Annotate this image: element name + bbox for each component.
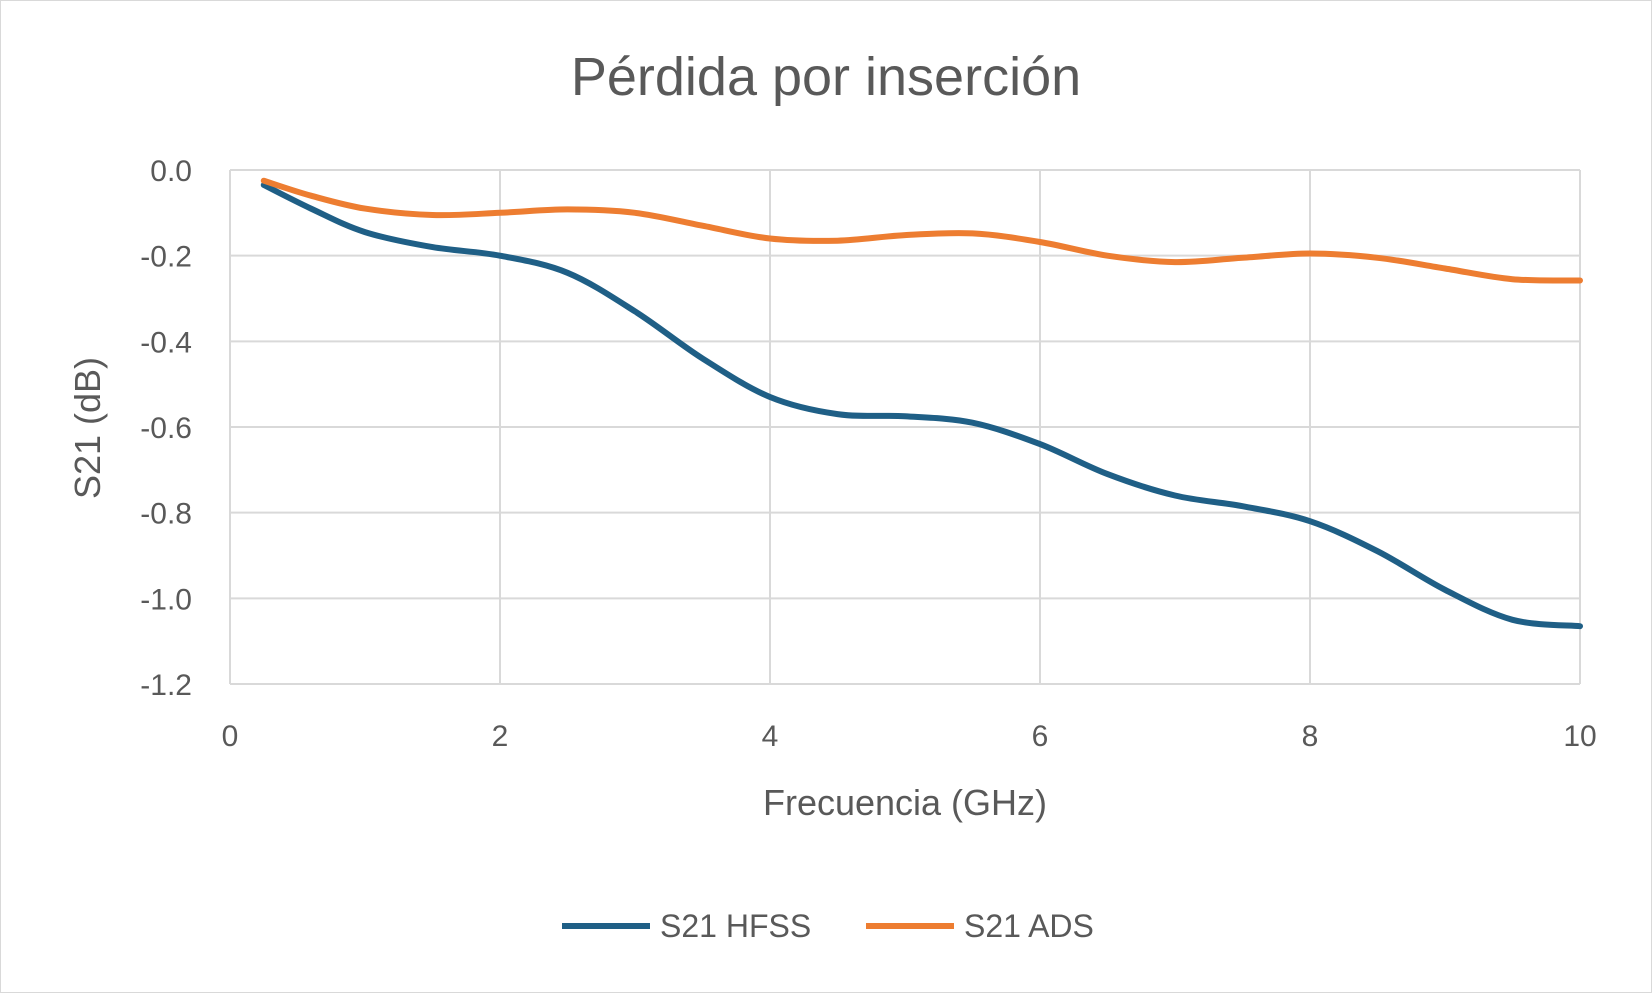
series-line-s21-ads bbox=[260, 177, 1583, 284]
y-axis-ticks: 0.0 -0.2 -0.4 -0.6 -0.8 -1.0 -1.2 bbox=[140, 155, 192, 702]
x-tick-label: 0 bbox=[222, 720, 239, 753]
x-tick-label: 2 bbox=[492, 720, 509, 753]
chart-title: Pérdida por inserción bbox=[571, 47, 1081, 107]
legend-label-ads: S21 ADS bbox=[964, 908, 1094, 944]
y-tick-label: -1.0 bbox=[140, 583, 192, 616]
legend: S21 HFSS S21 ADS bbox=[562, 908, 1094, 944]
y-tick-label: 0.0 bbox=[150, 155, 192, 188]
y-tick-label: -0.4 bbox=[140, 326, 192, 359]
y-tick-label: -1.2 bbox=[140, 669, 192, 702]
y-tick-label: -0.2 bbox=[140, 241, 192, 274]
y-axis-title: S21 (dB) bbox=[67, 357, 108, 499]
series-line-s21-hfss bbox=[260, 182, 1583, 630]
x-tick-label: 10 bbox=[1563, 720, 1596, 753]
y-tick-label: -0.6 bbox=[140, 412, 192, 445]
series-layer bbox=[260, 177, 1583, 630]
legend-label-hfss: S21 HFSS bbox=[660, 908, 811, 944]
x-axis-ticks: 0 2 4 6 8 10 bbox=[222, 720, 1597, 753]
y-tick-label: -0.8 bbox=[140, 498, 192, 531]
x-tick-label: 8 bbox=[1302, 720, 1319, 753]
x-axis-title: Frecuencia (GHz) bbox=[763, 782, 1047, 823]
x-tick-label: 6 bbox=[1032, 720, 1049, 753]
x-tick-label: 4 bbox=[762, 720, 779, 753]
